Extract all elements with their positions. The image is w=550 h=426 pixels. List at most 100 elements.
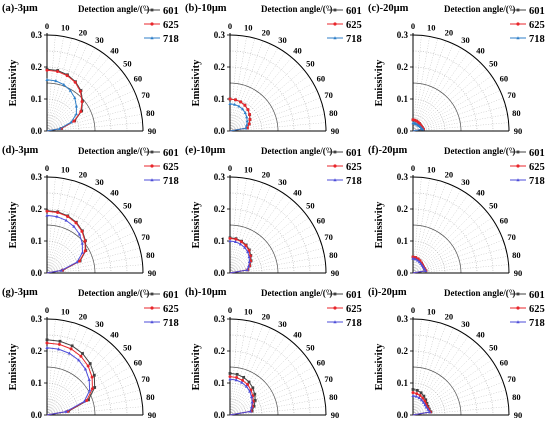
angle-tick-label: 20 bbox=[262, 27, 271, 37]
angle-tick-label: 0 bbox=[228, 305, 232, 315]
data-point-718 bbox=[250, 400, 254, 404]
grid-spoke bbox=[46, 217, 126, 274]
angle-tick-label: 80 bbox=[512, 108, 521, 118]
grid-spoke bbox=[229, 69, 304, 132]
data-point-718 bbox=[420, 398, 424, 402]
data-point-625 bbox=[83, 239, 87, 243]
data-point-625 bbox=[248, 117, 252, 121]
grid-ring bbox=[46, 334, 128, 416]
angle-tick-label: 0 bbox=[411, 305, 415, 315]
grid-spoke bbox=[46, 324, 81, 416]
legend-title: Detection angle/(°) bbox=[261, 146, 332, 156]
data-point-625 bbox=[45, 341, 49, 345]
grid-ring bbox=[46, 208, 112, 274]
series-line-718 bbox=[412, 395, 431, 416]
outer-arc bbox=[412, 176, 510, 274]
data-point-625 bbox=[86, 364, 90, 368]
legend-marker-625 bbox=[516, 306, 520, 310]
data-point-718 bbox=[417, 260, 421, 264]
grid-spoke bbox=[412, 247, 506, 274]
grid-spoke bbox=[229, 43, 271, 132]
angle-tick-label: 10 bbox=[244, 165, 253, 175]
grid-spoke bbox=[412, 319, 422, 416]
grid-ring bbox=[229, 66, 295, 132]
radial-tick-label: 0.1 bbox=[397, 236, 409, 246]
angle-tick-label: 0 bbox=[45, 305, 49, 315]
data-point-718 bbox=[87, 377, 91, 381]
grid-spoke bbox=[412, 327, 454, 416]
data-point-601 bbox=[422, 394, 426, 398]
angle-tick-label: 60 bbox=[134, 216, 143, 226]
data-point-718 bbox=[72, 224, 76, 228]
grid-spoke bbox=[229, 217, 309, 274]
data-point-625 bbox=[85, 399, 89, 403]
data-point-718 bbox=[245, 119, 249, 123]
grid-spoke bbox=[412, 199, 475, 274]
data-point-601 bbox=[88, 362, 92, 365]
data-point-718 bbox=[74, 104, 79, 108]
grid-spoke bbox=[229, 381, 321, 416]
data-point-625 bbox=[228, 375, 232, 379]
legend-label-718: 718 bbox=[529, 176, 545, 187]
data-point-718 bbox=[233, 102, 237, 106]
data-point-718 bbox=[421, 127, 425, 131]
angle-tick-label: 30 bbox=[461, 319, 470, 329]
data-point-718 bbox=[77, 358, 81, 362]
grid-ring bbox=[46, 192, 128, 274]
radial-tick-label: 0.1 bbox=[214, 94, 226, 104]
series-line-718 bbox=[46, 214, 83, 274]
grid-spoke bbox=[229, 182, 264, 274]
chart-panel-g: 0.0 0.1 0.2 0.3 0 10 20 30 40 50 60 70 80 90 Emissivit… bbox=[0, 284, 183, 426]
grid-spoke bbox=[46, 180, 73, 274]
radial-tick-label: 0.3 bbox=[31, 30, 43, 40]
angle-tick-label: 90 bbox=[514, 126, 523, 136]
angle-tick-label: 90 bbox=[331, 126, 340, 136]
y-axis-label: Emissivity bbox=[8, 201, 19, 248]
angle-tick-label: 40 bbox=[293, 188, 302, 198]
legend-label-718: 718 bbox=[163, 34, 179, 45]
data-point-625 bbox=[411, 391, 415, 395]
angle-tick-label: 0 bbox=[45, 163, 49, 173]
series-line-718 bbox=[46, 347, 91, 416]
grid-ring bbox=[412, 350, 478, 416]
data-point-625 bbox=[246, 108, 250, 112]
angle-tick-label: 0 bbox=[411, 163, 415, 173]
grid-spoke bbox=[412, 36, 430, 132]
grid-spoke bbox=[412, 97, 504, 132]
grid-spoke bbox=[229, 52, 286, 132]
grid-spoke bbox=[46, 366, 131, 416]
grid-spoke bbox=[46, 82, 131, 132]
data-point-718 bbox=[238, 242, 243, 246]
angle-tick-label: 40 bbox=[110, 46, 119, 56]
data-point-718 bbox=[75, 260, 79, 264]
grid-spoke bbox=[412, 47, 462, 132]
data-point-625 bbox=[45, 68, 49, 72]
legend-marker-718 bbox=[333, 178, 337, 182]
angle-tick-label: 80 bbox=[146, 392, 155, 402]
series-line-718 bbox=[229, 378, 253, 416]
grid-spoke bbox=[229, 320, 247, 416]
legend-marker-718 bbox=[333, 36, 337, 40]
legend-title: Detection angle/(°) bbox=[444, 4, 515, 14]
angle-tick-label: 70 bbox=[507, 90, 516, 100]
data-point-625 bbox=[69, 347, 73, 351]
data-point-718 bbox=[245, 123, 249, 127]
grid-spoke bbox=[229, 38, 256, 132]
outer-arc bbox=[229, 318, 327, 416]
legend-marker-718 bbox=[516, 320, 520, 324]
grid-spoke bbox=[412, 194, 469, 274]
data-point-625 bbox=[73, 80, 77, 84]
grid-spoke bbox=[46, 40, 81, 132]
data-point-718 bbox=[428, 410, 432, 414]
legend-marker-601 bbox=[333, 150, 337, 154]
legend-marker-625 bbox=[333, 22, 337, 26]
data-point-718 bbox=[248, 409, 253, 413]
grid-spoke bbox=[46, 239, 138, 274]
outer-arc bbox=[229, 34, 327, 132]
data-point-625 bbox=[234, 98, 238, 102]
legend-label-718: 718 bbox=[163, 176, 179, 187]
data-point-601 bbox=[228, 372, 232, 375]
legend-title: Detection angle/(°) bbox=[78, 146, 149, 156]
